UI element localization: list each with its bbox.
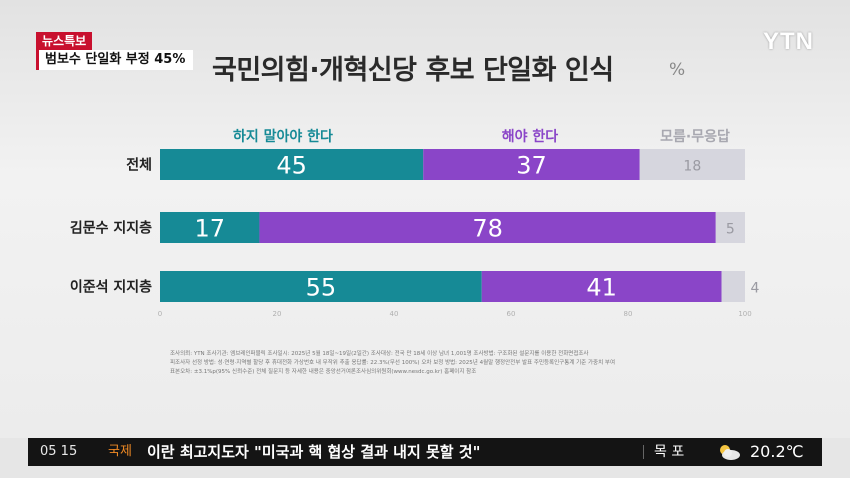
- category-label: 김문수 지지층: [70, 220, 152, 237]
- data-label: 45: [276, 152, 307, 180]
- data-label: 78: [472, 215, 503, 243]
- x-tick-label: 20: [273, 310, 282, 318]
- ticker-time: 05 15: [40, 444, 78, 459]
- category-label: 전체: [126, 157, 152, 174]
- news-subtitle: 범보수 단일화 부정 45%: [36, 50, 194, 70]
- weather-city: 목 포: [654, 444, 685, 460]
- ticker-divider: [643, 445, 644, 459]
- bar-segment: [160, 271, 482, 302]
- source-line: 조사의뢰: YTN 조사기관: 엠브레인퍼블릭 조사일시: 2025년 5월 1…: [170, 351, 589, 357]
- category-label: 이준석 지지층: [70, 279, 152, 296]
- legend-label: 모름·무응답: [660, 128, 730, 145]
- data-label: 41: [586, 274, 617, 302]
- data-label: 37: [516, 152, 547, 180]
- news-ticker: 05 15 국제 이란 최고지도자 "미국과 핵 협상 결과 내지 못할 것" …: [28, 438, 822, 466]
- data-label: 18: [683, 159, 701, 175]
- ticker-headline: 이란 최고지도자 "미국과 핵 협상 결과 내지 못할 것": [147, 443, 481, 461]
- weather-temperature: 20.2℃: [750, 442, 804, 461]
- data-label: 17: [194, 215, 225, 243]
- bar-segment: [423, 149, 640, 180]
- x-tick-label: 100: [738, 310, 751, 318]
- data-label: 55: [306, 274, 337, 302]
- bar-segment: [160, 212, 260, 243]
- ytn-logo: YTN: [763, 28, 814, 55]
- bar-segment: [259, 212, 716, 243]
- data-label: 5: [726, 222, 735, 238]
- bar-segment: [639, 149, 745, 180]
- news-special-badge: 뉴스특보: [36, 32, 93, 50]
- partly-cloudy-icon: [720, 445, 740, 460]
- bar-segment: [721, 271, 745, 302]
- ticker-category: 국제: [108, 444, 132, 459]
- legend-label: 하지 말아야 한다: [233, 128, 333, 145]
- source-line: 표본오차: ±3.1%p(95% 신뢰수준) 전체 질문지 등 자세한 내용은 …: [170, 369, 477, 375]
- chart-title: 국민의힘·개혁신당 후보 단일화 인식: [212, 55, 614, 86]
- legend-label: 해야 한다: [502, 128, 559, 145]
- bar-segment: [715, 212, 745, 243]
- bar-segment: [481, 271, 722, 302]
- chart-unit: %: [669, 60, 686, 80]
- x-tick-label: 40: [390, 310, 399, 318]
- source-line: 피조사자 선정 방법: 성·연령·지역별 할당 후 휴대전화 가상번호 내 무작…: [170, 360, 616, 366]
- data-label: 4: [751, 281, 760, 297]
- x-tick-label: 60: [507, 310, 516, 318]
- bar-segment: [160, 149, 424, 180]
- x-tick-label: 0: [158, 310, 162, 318]
- survey-source-note: 조사의뢰: YTN 조사기관: 엠브레인퍼블릭 조사일시: 2025년 5월 1…: [170, 350, 710, 377]
- x-tick-label: 80: [624, 310, 633, 318]
